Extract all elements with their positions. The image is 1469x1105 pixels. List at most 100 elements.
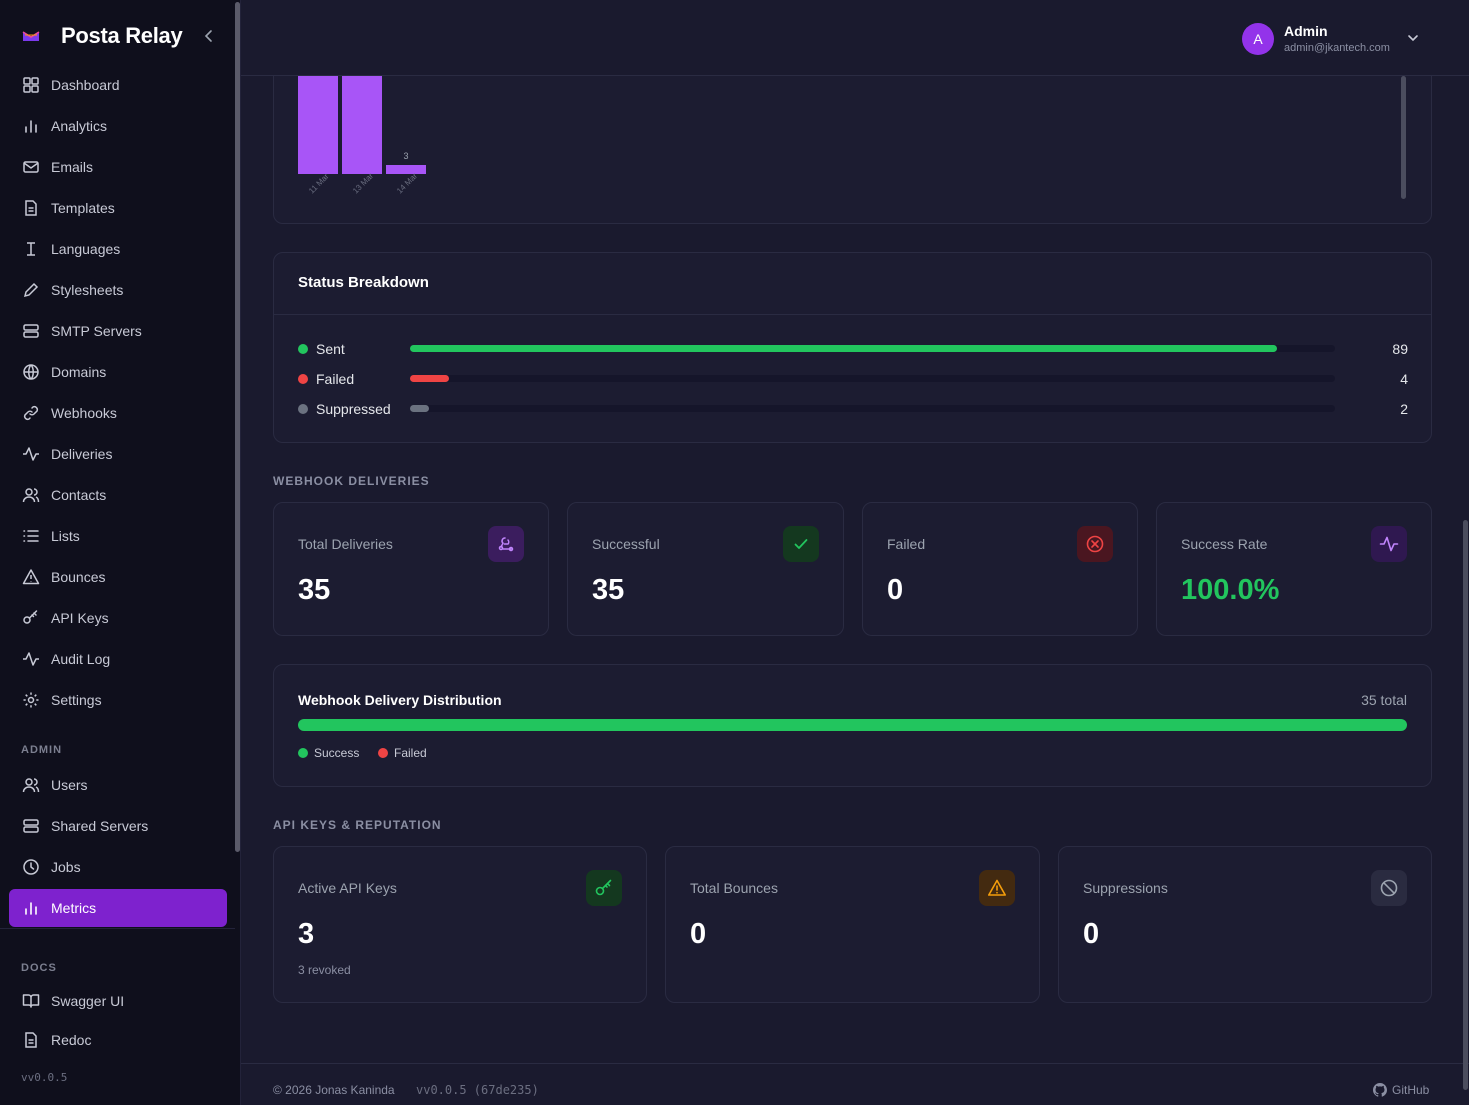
stat-value: 35 xyxy=(592,574,625,606)
stat-value: 0 xyxy=(887,574,904,606)
sidebar-item-dashboard[interactable]: Dashboard xyxy=(9,66,227,104)
status-dot xyxy=(298,344,308,354)
github-link[interactable]: GitHub xyxy=(1373,1083,1429,1097)
sidebar-item-label: Jobs xyxy=(51,859,81,875)
avatar[interactable]: A xyxy=(1242,23,1274,55)
sidebar-item-label: Webhooks xyxy=(51,405,117,421)
main-scrollbar[interactable] xyxy=(1463,520,1468,1090)
book-icon xyxy=(22,992,40,1010)
footer-version: vv0.0.5 (67de235) xyxy=(416,1083,539,1097)
stat-label: Total Bounces xyxy=(690,880,778,896)
sidebar-item-domains[interactable]: Domains xyxy=(9,353,227,391)
sidebar-item-label: Contacts xyxy=(51,487,107,503)
admin-section-label: ADMIN xyxy=(21,744,63,756)
brand[interactable]: Posta Relay xyxy=(22,20,183,52)
sidebar-item-api-keys[interactable]: API Keys xyxy=(9,599,227,637)
sidebar-item-languages[interactable]: Languages xyxy=(9,230,227,268)
check-icon xyxy=(783,526,819,562)
chart-tick-label: 13 Mar xyxy=(351,171,375,195)
sidebar-item-shared-servers[interactable]: Shared Servers xyxy=(9,807,227,845)
legend-failed: Failed xyxy=(378,746,427,760)
stat-value: 35 xyxy=(298,574,331,606)
sidebar-item-emails[interactable]: Emails xyxy=(9,148,227,186)
status-label: Failed xyxy=(316,371,355,387)
stat-card-total-bounces: Total Bounces 0 xyxy=(665,846,1040,1003)
sidebar-version: vv0.0.5 xyxy=(21,1071,68,1084)
sidebar-item-analytics[interactable]: Analytics xyxy=(9,107,227,145)
sidebar-scrollbar[interactable] xyxy=(235,2,240,852)
sidebar-item-metrics[interactable]: Metrics xyxy=(9,889,227,927)
sidebar-item-label: Redoc xyxy=(51,1032,92,1048)
sidebar-item-templates[interactable]: Templates xyxy=(9,189,227,227)
sidebar-item-label: Languages xyxy=(51,241,121,257)
chart-bar[interactable] xyxy=(386,165,426,174)
text-cursor-icon xyxy=(22,240,40,258)
sidebar-item-settings[interactable]: Settings xyxy=(9,681,227,719)
status-count: 89 xyxy=(1392,341,1408,357)
stat-label: Successful xyxy=(592,536,660,552)
pen-icon xyxy=(22,281,40,299)
status-dot xyxy=(298,404,308,414)
chart-data-label: 3 xyxy=(403,151,408,161)
gear-icon xyxy=(22,691,40,709)
sidebar: Posta Relay Dashboard Analytics Emails T… xyxy=(0,0,241,1105)
legend-label: Success xyxy=(314,746,360,760)
top-header: A Admin admin@jkantech.com xyxy=(241,0,1469,76)
sidebar-item-label: Bounces xyxy=(51,569,106,585)
sidebar-item-users[interactable]: Users xyxy=(9,766,227,804)
key-icon xyxy=(22,609,40,627)
stat-label: Total Deliveries xyxy=(298,536,393,552)
stat-value: 0 xyxy=(690,918,707,950)
legend-label: Failed xyxy=(394,746,427,760)
sidebar-item-label: Metrics xyxy=(51,900,97,916)
status-track xyxy=(410,405,1335,412)
clock-icon xyxy=(22,858,40,876)
chevron-down-icon[interactable] xyxy=(1405,30,1421,46)
distribution-success-fill xyxy=(298,719,1407,731)
user-email: admin@jkantech.com xyxy=(1284,42,1390,54)
stat-label: Failed xyxy=(887,536,926,552)
chart-bar[interactable] xyxy=(298,76,338,174)
key-icon xyxy=(586,870,622,906)
status-breakdown-title: Status Breakdown xyxy=(298,274,429,291)
stat-card-failed: Failed 0 xyxy=(862,502,1138,636)
footer: © 2026 Jonas Kaninda vv0.0.5 (67de235) G… xyxy=(241,1063,1469,1105)
status-dot xyxy=(298,374,308,384)
collapse-sidebar-button[interactable] xyxy=(200,26,218,46)
list-icon xyxy=(22,527,40,545)
distribution-title: Webhook Delivery Distribution xyxy=(298,692,502,708)
sidebar-item-bounces[interactable]: Bounces xyxy=(9,558,227,596)
users-icon xyxy=(22,486,40,504)
bar-chart-icon xyxy=(22,117,40,135)
sidebar-item-redoc[interactable]: Redoc xyxy=(9,1021,227,1059)
status-fill xyxy=(410,345,1277,352)
sidebar-item-lists[interactable]: Lists xyxy=(9,517,227,555)
sidebar-item-webhooks[interactable]: Webhooks xyxy=(9,394,227,432)
sidebar-item-label: Audit Log xyxy=(51,651,111,667)
legend-dot xyxy=(298,748,308,758)
daily-volume-chart: 11 Mar 13 Mar 3 14 Mar xyxy=(298,76,426,195)
status-fill xyxy=(410,405,430,412)
github-icon xyxy=(1373,1083,1387,1097)
stat-card-success-rate: Success Rate 100.0% xyxy=(1156,502,1432,636)
sidebar-item-smtp-servers[interactable]: SMTP Servers xyxy=(9,312,227,350)
status-count: 2 xyxy=(1400,401,1408,417)
sidebar-item-stylesheets[interactable]: Stylesheets xyxy=(9,271,227,309)
chart-bar[interactable] xyxy=(342,76,382,174)
stat-label: Suppressions xyxy=(1083,880,1168,896)
status-breakdown-card: Status Breakdown Sent 89 Failed 4 Suppre… xyxy=(273,252,1432,443)
sidebar-item-audit-log[interactable]: Audit Log xyxy=(9,640,227,678)
user-name[interactable]: Admin xyxy=(1284,23,1328,39)
sidebar-item-jobs[interactable]: Jobs xyxy=(9,848,227,886)
chevron-left-icon xyxy=(204,30,212,42)
sidebar-item-label: Deliveries xyxy=(51,446,113,462)
chart-scrollbar[interactable] xyxy=(1401,76,1406,199)
dashboard-icon xyxy=(22,76,40,94)
sidebar-item-deliveries[interactable]: Deliveries xyxy=(9,435,227,473)
sidebar-item-contacts[interactable]: Contacts xyxy=(9,476,227,514)
footer-copyright: © 2026 Jonas Kaninda xyxy=(273,1083,395,1097)
stat-value: 0 xyxy=(1083,918,1100,950)
mail-icon xyxy=(22,158,40,176)
sidebar-item-swagger-ui[interactable]: Swagger UI xyxy=(9,982,227,1020)
status-track xyxy=(410,345,1335,352)
